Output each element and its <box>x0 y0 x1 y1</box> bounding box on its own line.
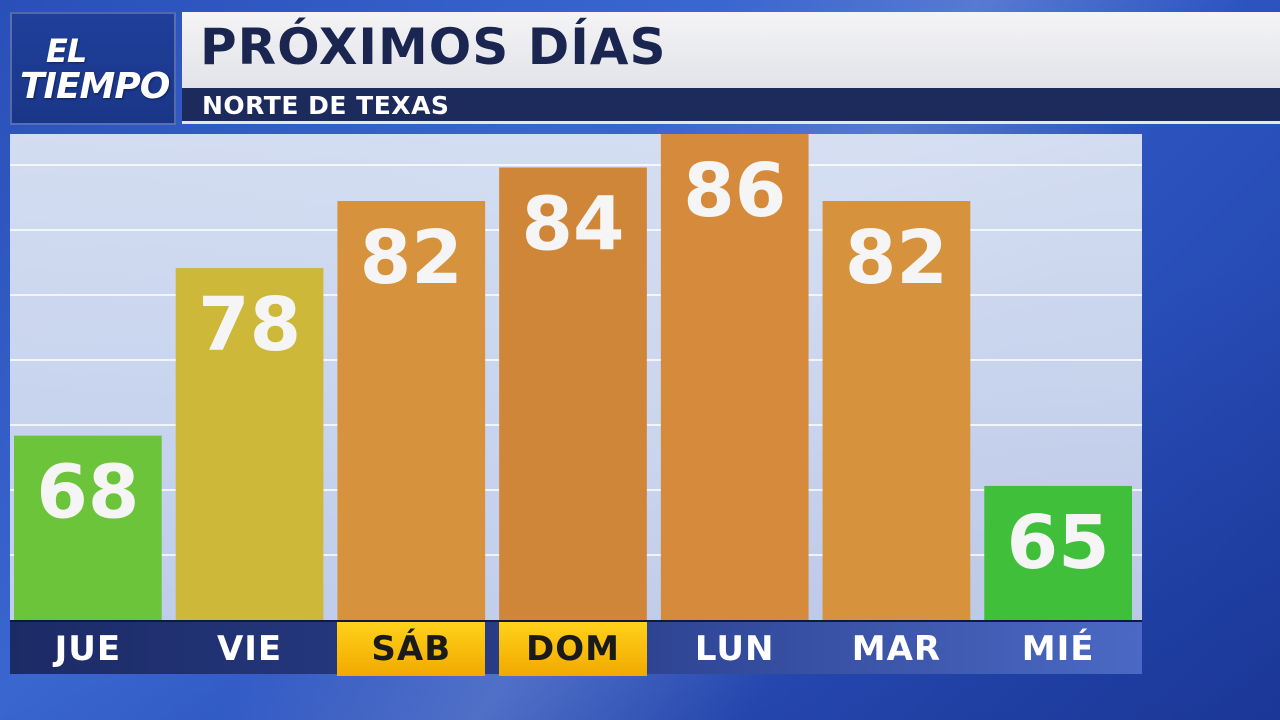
day-label-mar: MAR <box>851 629 942 669</box>
day-label-dom: DOM <box>499 622 647 676</box>
logo-line-2: TIEMPO <box>20 66 170 107</box>
subtitle-banner: NORTE DE TEXAS <box>182 88 1280 124</box>
bar-lun <box>660 134 809 620</box>
bar-value-label: 78 <box>198 282 301 368</box>
day-label-sáb: SÁB <box>337 622 486 676</box>
day-label-strip: JUE VIE SÁB DOM LUN MAR MIÉ <box>10 620 1142 676</box>
day-label-jue: JUE <box>54 629 122 669</box>
el-tiempo-logo: EL TIEMPO <box>10 12 176 125</box>
bar-sáb <box>337 201 486 620</box>
page-title: PRÓXIMOS DÍAS <box>200 18 667 76</box>
chart-panel: 68 78 82 84 86 82 65 <box>10 134 1142 620</box>
logo-line-1: EL <box>46 32 87 70</box>
bar-value-label: 82 <box>845 215 948 301</box>
bar-value-label: 86 <box>683 148 786 234</box>
day-label-vie: VIE <box>216 629 283 669</box>
temperature-bar-chart: 68 78 82 84 86 82 65 <box>10 134 1142 620</box>
day-label-lun: LUN <box>694 629 775 669</box>
bar-dom <box>499 167 647 620</box>
page-subtitle: NORTE DE TEXAS <box>202 91 450 120</box>
bar-value-label: 82 <box>360 215 463 301</box>
bar-value-label: 84 <box>522 182 625 268</box>
title-banner: PRÓXIMOS DÍAS <box>182 12 1280 88</box>
bar-vie <box>175 268 324 620</box>
bar-mié <box>984 485 1132 620</box>
bar-mar <box>822 201 971 620</box>
bar-value-label: 68 <box>36 450 139 536</box>
day-label-mié: MIÉ <box>1021 629 1095 669</box>
bar-value-label: 65 <box>1007 500 1110 586</box>
bar-jue <box>14 435 162 620</box>
